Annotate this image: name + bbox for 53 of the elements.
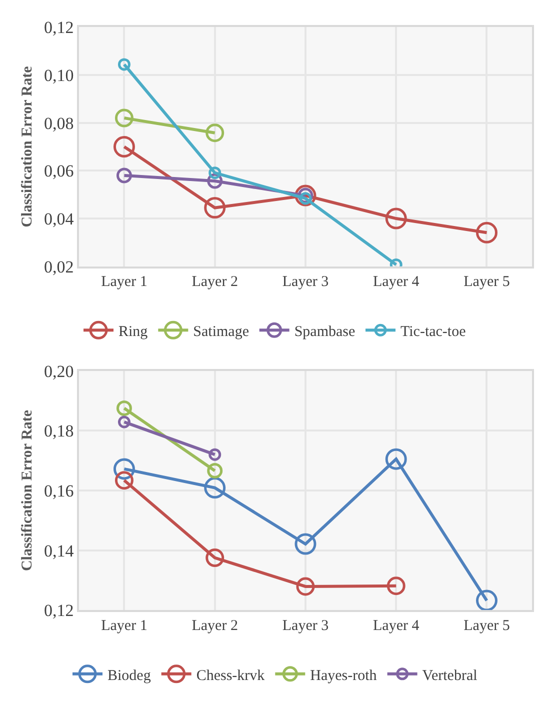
point — [386, 576, 406, 596]
point — [385, 448, 407, 470]
legend-label: Biodeg — [108, 668, 152, 684]
point — [206, 548, 224, 568]
point — [118, 58, 130, 71]
point — [294, 533, 316, 555]
point — [296, 577, 315, 596]
legend-label: Satimage — [193, 324, 250, 340]
legend-label: Spambase — [294, 324, 356, 340]
y-tick-label: 0,08 — [44, 114, 74, 133]
y-axis-title: Classification Error Rate — [20, 410, 36, 572]
point — [476, 222, 498, 244]
x-tick-label: Layer 3 — [282, 618, 329, 634]
point — [208, 166, 222, 180]
y-tick-label: 0,20 — [44, 362, 74, 381]
x-tick-label: Layer 3 — [282, 274, 329, 290]
y-tick-label: 0,06 — [44, 162, 74, 181]
y-tick-label: 0,18 — [44, 422, 74, 441]
y-tick-label: 0,02 — [44, 257, 74, 276]
legend-label: Ring — [118, 324, 148, 340]
x-tick-label: Layer 1 — [101, 274, 148, 290]
point — [116, 400, 132, 416]
point — [206, 124, 224, 142]
legend-label: Chess-krvk — [196, 668, 266, 684]
point — [113, 458, 135, 480]
x-tick-label: Layer 2 — [192, 274, 238, 290]
legend-label: Vertebral — [422, 668, 478, 684]
point — [204, 477, 226, 499]
x-tick-label: Layer 4 — [372, 618, 420, 634]
point — [118, 416, 130, 428]
y-axis-title: Classification Error Rate — [20, 66, 36, 228]
x-tick-label: Layer 5 — [464, 618, 510, 634]
x-tick-label: Layer 5 — [464, 274, 510, 290]
y-tick-label: 0,10 — [44, 66, 74, 85]
point — [116, 168, 132, 184]
point — [476, 590, 498, 610]
point — [207, 463, 223, 478]
x-tick-label: Layer 4 — [372, 274, 420, 290]
y-tick-label: 0,12 — [44, 18, 74, 38]
y-tick-label: 0,14 — [44, 541, 74, 560]
point — [204, 197, 226, 218]
y-tick-label: 0,12 — [44, 601, 74, 620]
point — [208, 448, 222, 461]
point — [114, 471, 134, 490]
x-tick-label: Layer 2 — [192, 618, 238, 634]
y-tick-label: 0,04 — [44, 209, 74, 228]
point — [113, 136, 135, 158]
legend-label: Hayes-roth — [310, 668, 378, 684]
point — [385, 208, 407, 230]
y-tick-label: 0,16 — [44, 481, 74, 500]
x-tick-label: Layer 1 — [101, 618, 148, 634]
legend-label: Tic-tac-toe — [400, 324, 466, 340]
point — [114, 108, 134, 128]
